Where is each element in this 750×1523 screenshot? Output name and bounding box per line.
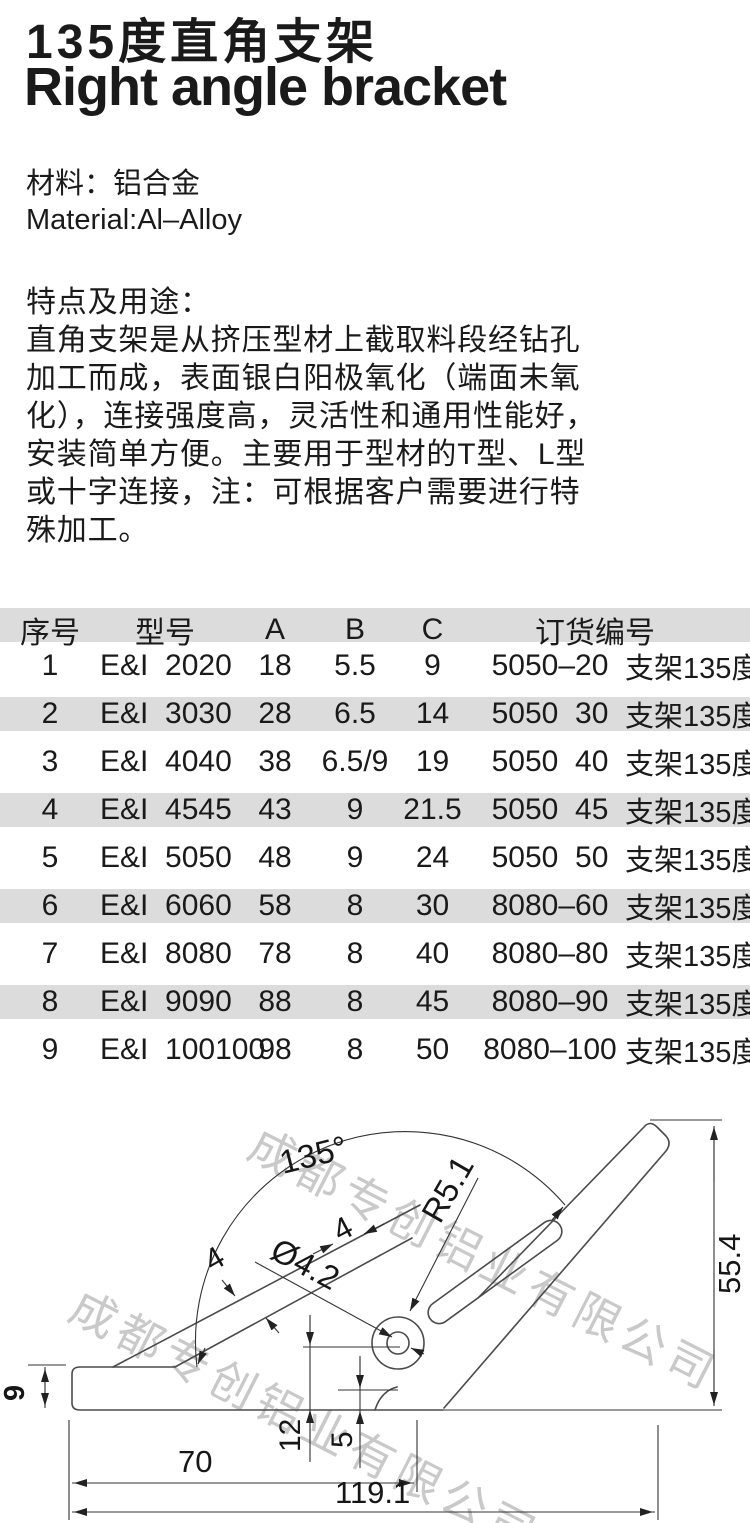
table-row: 7 E&I 8080 78 8 40 8080–80 支架135度 — [41, 937, 750, 973]
material-info: 材料：铝合金 Material:Al–Alloy — [26, 168, 242, 236]
col-header-model: 型号 — [135, 617, 195, 650]
col-header-c: C — [421, 613, 444, 646]
bracket-arm-outline — [443, 1122, 670, 1409]
web-thickness-label: 4 — [198, 1239, 230, 1278]
dim70-label: 70 — [178, 1444, 212, 1479]
diameter-leader — [254, 1261, 393, 1338]
table-row: 8 E&I 9090 88 8 45 8080–90 支架135度 — [0, 978, 750, 1026]
dim5-label: 5 — [326, 1431, 359, 1448]
page-title-english: Right angle bracket — [24, 57, 507, 117]
technical-drawing: 成都专创铝业有限公司 成都专创铝业有限公司 135° R5.1 Ø4.2 4 4… — [0, 1119, 747, 1523]
table-row: 1 E&I 2020 18 5.5 9 5050–20 支架135度 — [41, 649, 750, 685]
table-row: 3 E&I 4040 38 6.5/9 19 5050 40 支架135度 — [41, 745, 750, 781]
table-row: 2 E&I 3030 28 6.5 14 5050 30 支架135度 — [0, 690, 750, 738]
spec-table: 序号 型号 A B C 订货编号 1 E&I 2020 18 5.5 9 5050–20 支… — [0, 608, 750, 1074]
pivot-boss — [371, 1316, 425, 1370]
col-header-order: 订货编号 — [535, 617, 655, 650]
radius-leader — [409, 1177, 479, 1312]
height-label: 55.4 — [712, 1234, 747, 1294]
arm-slot — [427, 1219, 563, 1325]
web-lower-edge — [174, 1237, 413, 1368]
table-row: 4 E&I 4545 43 9 21.5 5050 45 支架135度 — [0, 786, 750, 834]
table-row: 6 E&I 6060 58 8 30 8080–60 支架135度 — [0, 882, 750, 930]
table-header-row: 序号 型号 A B C 订货编号 — [0, 608, 750, 650]
watermark-text: 成都专创铝业有限公司 — [61, 1281, 548, 1523]
width-label: 119.1 — [335, 1475, 410, 1510]
base-notch — [374, 1386, 398, 1411]
dim12-label: 12 — [274, 1419, 307, 1452]
base-plate-outline — [71, 1366, 444, 1411]
angle-arc — [194, 1131, 566, 1368]
base-thickness-label: 9 — [0, 1385, 31, 1401]
diameter-label: Ø4.2 — [265, 1231, 346, 1297]
col-header-no: 序号 — [20, 617, 80, 650]
table-body: 1 E&I 2020 18 5.5 9 5050–20 支架135度 2 E&I 3030 28… — [0, 642, 750, 1074]
table-row: 9 E&I 100100 98 8 50 8080–100 支架135度 — [41, 1033, 750, 1069]
table-row: 5 E&I 5050 48 9 24 5050 50 支架135度 — [41, 841, 750, 877]
col-header-b: B — [344, 613, 365, 646]
col-header-a: A — [264, 613, 285, 646]
page-title-chinese: 135度直角支架 — [26, 16, 379, 69]
features-description: 特点及用途： 直角支架是从挤压型材上截取料段经钻孔 加工而成，表面银白阳极氧化（… — [26, 286, 597, 547]
radius-label: R5.1 — [414, 1150, 481, 1229]
pivot-hole — [386, 1331, 410, 1355]
